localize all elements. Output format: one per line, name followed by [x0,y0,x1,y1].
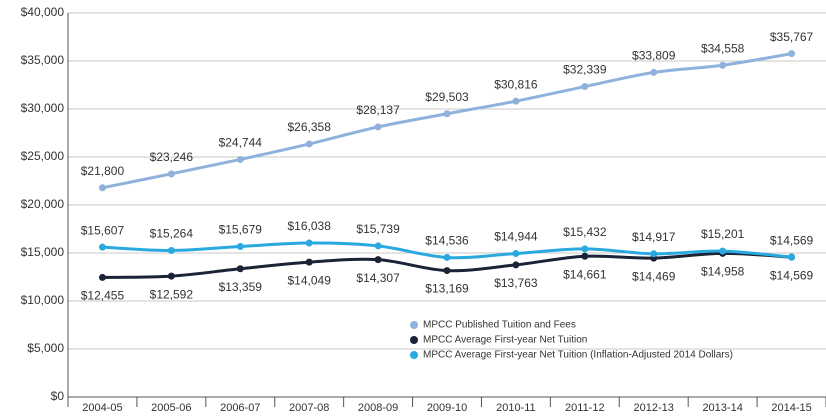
data-label: $33,809 [632,49,676,63]
data-point [512,97,520,105]
y-tick-label: $30,000 [21,101,65,115]
data-label: $13,169 [425,282,469,296]
data-label: $15,607 [81,223,125,237]
data-point [443,267,451,275]
data-point [236,265,244,273]
data-label: $12,592 [150,287,194,301]
x-tick-label: 2011-12 [565,402,605,414]
data-label: $32,339 [563,63,607,77]
y-tick-label: $15,000 [21,245,65,259]
y-tick-label: $35,000 [21,53,65,67]
data-label: $15,679 [219,223,263,237]
x-tick-label: 2009-10 [427,402,467,414]
legend-marker [410,321,418,329]
data-point [581,252,589,260]
data-point [98,243,106,251]
data-point [581,245,589,253]
legend-marker [410,336,418,344]
data-label: $14,661 [563,267,607,281]
data-label: $23,246 [150,150,194,164]
data-label: $35,767 [770,30,814,44]
data-label: $15,201 [701,227,745,241]
data-point [788,50,796,58]
data-point [719,247,727,255]
y-tick-label: $0 [51,389,65,403]
y-tick-label: $20,000 [21,197,65,211]
data-point [167,272,175,280]
data-label: $14,944 [494,230,538,244]
data-point [374,123,382,131]
x-tick-label: 2005-06 [151,402,191,414]
legend-marker [410,351,418,359]
y-tick-label: $10,000 [21,293,65,307]
data-point [374,256,382,264]
data-point [443,253,451,261]
y-tick-label: $40,000 [21,5,65,19]
legend-label: MPCC Published Tuition and Fees [423,320,576,331]
data-point [305,258,313,266]
data-point [374,242,382,250]
data-label: $16,038 [287,219,331,233]
x-tick-label: 2006-07 [220,402,260,414]
data-point [719,61,727,69]
data-point [236,155,244,163]
data-label: $14,536 [425,234,469,248]
data-point [98,184,106,192]
series-line [102,52,792,190]
data-label: $21,800 [81,164,125,178]
data-point [581,83,589,91]
data-label: $13,763 [494,276,538,290]
data-label: $24,744 [219,136,263,150]
data-label: $29,503 [425,90,469,104]
data-point [305,239,313,247]
data-point [788,253,796,261]
data-point [167,170,175,178]
data-point [512,261,520,269]
data-label: $26,358 [287,120,331,134]
data-point [650,68,658,76]
data-label: $15,264 [150,227,194,241]
data-label: $15,739 [356,222,400,236]
data-label: $15,432 [563,225,607,239]
x-tick-label: 2007-08 [289,402,329,414]
data-point [512,250,520,258]
data-label: $14,049 [287,273,331,287]
data-label: $28,137 [356,103,400,117]
data-label: $14,569 [770,268,814,282]
x-tick-label: 2012-13 [634,402,674,414]
data-point [305,140,313,148]
data-label: $14,469 [632,269,676,283]
data-label: $14,307 [356,271,400,285]
x-tick-label: 2013-14 [702,402,742,414]
x-tick-label: 2004-05 [82,402,122,414]
data-point [236,242,244,250]
legend-label: MPCC Average First-year Net Tuition [423,335,587,346]
x-tick-label: 2008-09 [358,402,398,414]
data-label: $13,359 [219,280,263,294]
data-label: $34,558 [701,41,745,55]
y-tick-label: $5,000 [27,341,64,355]
data-label: $14,958 [701,265,745,279]
x-tick-label: 2010-11 [496,402,536,414]
data-point [650,250,658,258]
data-label: $14,569 [770,233,814,247]
data-point [443,110,451,118]
data-label: $30,816 [494,77,538,91]
data-label: $14,917 [632,230,676,244]
x-tick-label: 2014-15 [771,402,811,414]
data-point [98,273,106,281]
data-label: $12,455 [81,289,125,303]
y-tick-label: $25,000 [21,149,65,163]
data-point [167,246,175,254]
legend-label: MPCC Average First-year Net Tuition (Inf… [423,350,733,361]
